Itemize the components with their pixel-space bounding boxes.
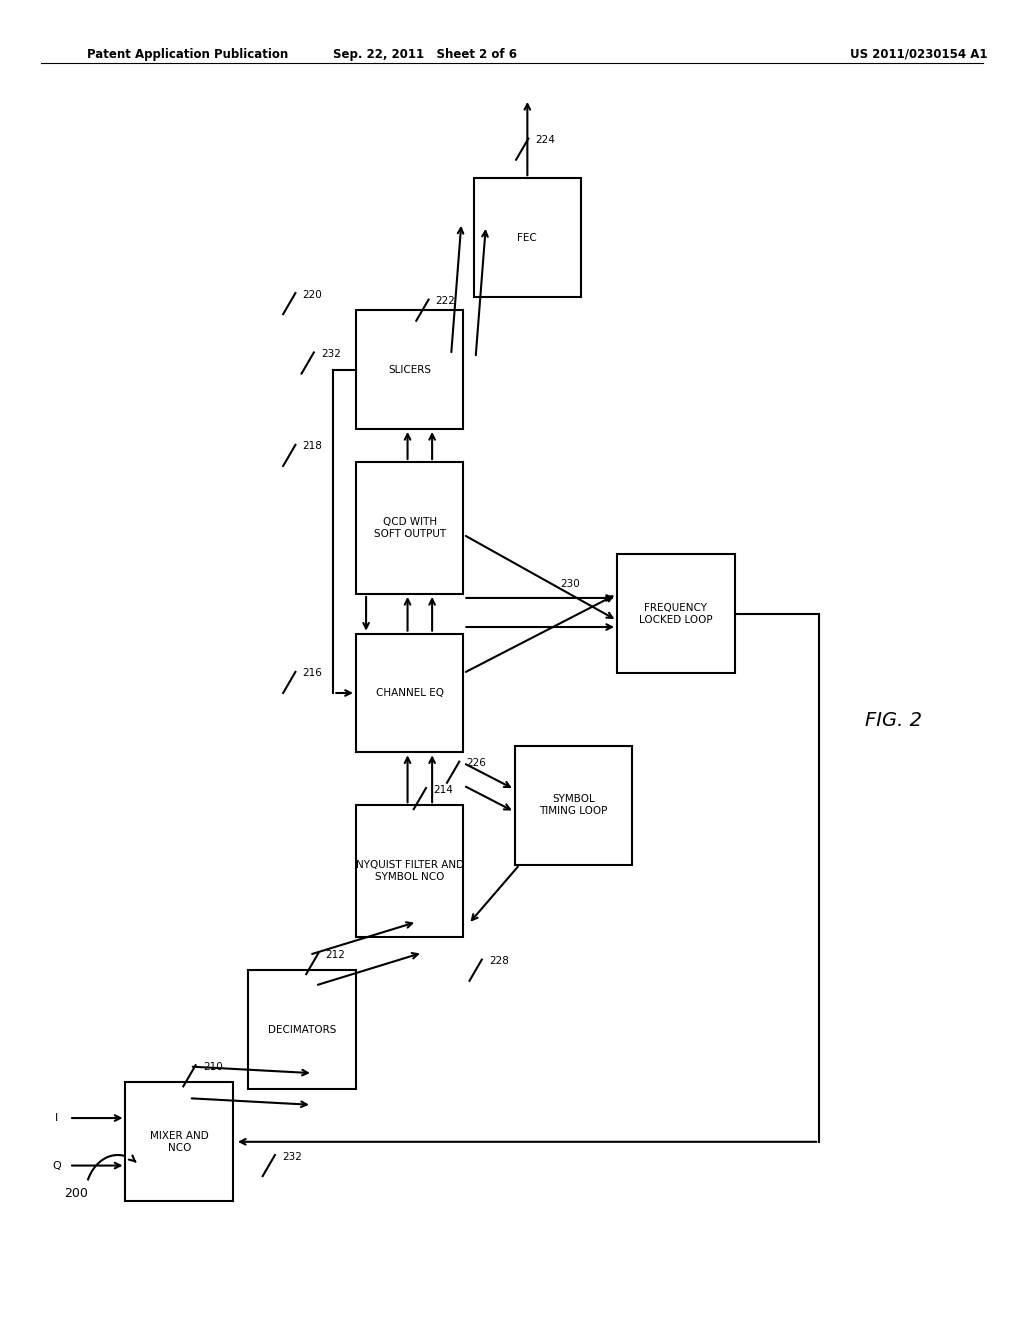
Text: MIXER AND
NCO: MIXER AND NCO: [150, 1131, 209, 1152]
Text: 212: 212: [326, 949, 345, 960]
Bar: [248, 970, 356, 1089]
Text: Sep. 22, 2011   Sheet 2 of 6: Sep. 22, 2011 Sheet 2 of 6: [333, 48, 517, 61]
Bar: [473, 178, 582, 297]
Text: 232: 232: [322, 348, 341, 359]
Text: SYMBOL
TIMING LOOP: SYMBOL TIMING LOOP: [540, 795, 607, 816]
Bar: [515, 746, 633, 865]
Text: 214: 214: [433, 784, 453, 795]
Text: FIG. 2: FIG. 2: [865, 711, 923, 730]
Text: QCD WITH
SOFT OUTPUT: QCD WITH SOFT OUTPUT: [374, 517, 445, 539]
Text: 222: 222: [436, 296, 456, 306]
Text: US 2011/0230154 A1: US 2011/0230154 A1: [850, 48, 987, 61]
Text: Patent Application Publication: Patent Application Publication: [87, 48, 289, 61]
Text: 200: 200: [65, 1187, 88, 1200]
Text: CHANNEL EQ: CHANNEL EQ: [376, 688, 443, 698]
Text: 216: 216: [303, 668, 323, 678]
Bar: [356, 634, 463, 752]
Text: 232: 232: [282, 1151, 302, 1162]
Text: 210: 210: [203, 1061, 222, 1072]
Text: Q: Q: [52, 1160, 61, 1171]
Text: NYQUIST FILTER AND
SYMBOL NCO: NYQUIST FILTER AND SYMBOL NCO: [355, 861, 464, 882]
Text: I: I: [55, 1113, 58, 1123]
Text: 224: 224: [536, 135, 555, 145]
Bar: [616, 554, 735, 673]
Text: FEC: FEC: [517, 232, 538, 243]
Text: 220: 220: [303, 289, 323, 300]
Bar: [356, 805, 463, 937]
Text: 226: 226: [467, 758, 486, 768]
Text: 228: 228: [489, 956, 509, 966]
Text: FREQUENCY
LOCKED LOOP: FREQUENCY LOCKED LOOP: [639, 603, 713, 624]
Bar: [356, 462, 463, 594]
Text: SLICERS: SLICERS: [388, 364, 431, 375]
Bar: [356, 310, 463, 429]
Text: DECIMATORS: DECIMATORS: [268, 1024, 336, 1035]
Text: 230: 230: [561, 579, 581, 590]
Text: 218: 218: [303, 441, 323, 451]
Bar: [125, 1082, 232, 1201]
